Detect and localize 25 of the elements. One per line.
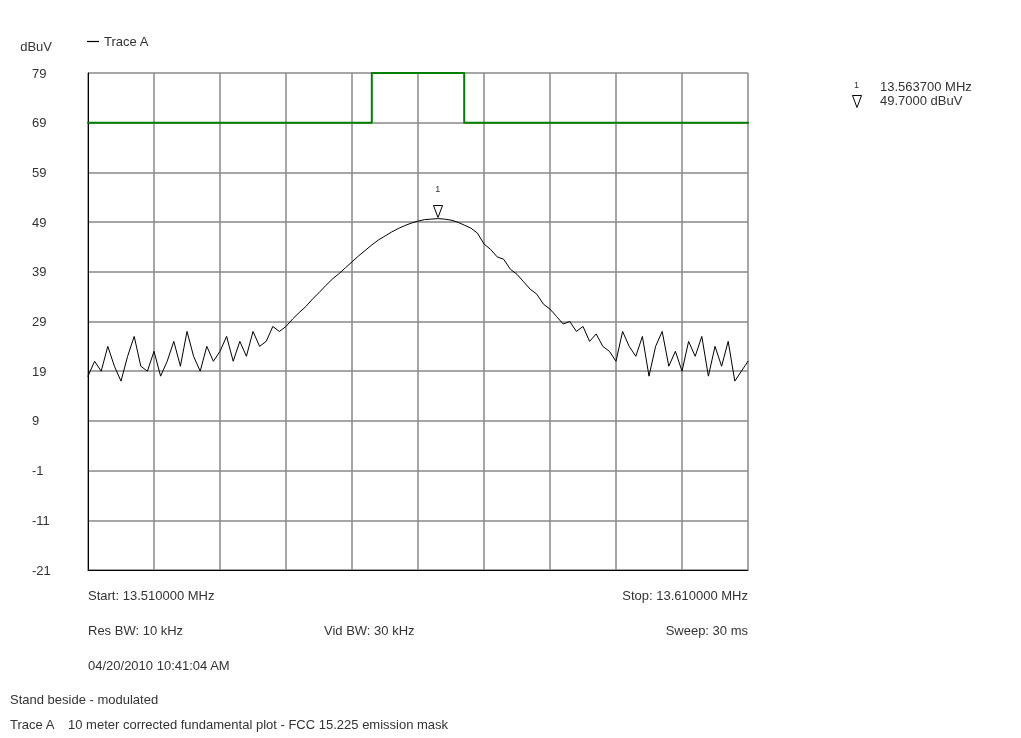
- text: Res BW: 10 kHz: [88, 623, 184, 638]
- y-tick-label: 79: [32, 65, 47, 81]
- y-axis-title: dBuV: [20, 39, 53, 54]
- text: 13.563700 MHz: [880, 79, 972, 94]
- annotation: 1: [434, 183, 442, 194]
- text: Vid BW: 30 kHz: [324, 623, 415, 638]
- text: Trace A 10 meter corrected fundamental plot - FCC 15.225 emission mask: [10, 717, 449, 732]
- y-tick-label: 69: [32, 115, 47, 131]
- text: 1: [854, 80, 860, 90]
- y-tick-label: 59: [32, 164, 47, 180]
- y-tick-label: -11: [32, 512, 50, 528]
- legend-label: Trace A: [104, 34, 149, 49]
- y-tick-label: 39: [32, 264, 47, 280]
- y-tick-label: 19: [32, 363, 47, 379]
- text: 04/20/2010 10:41:04 AM: [88, 658, 230, 673]
- text: Stop: 13.610000 MHz: [622, 588, 748, 603]
- y-tick-label: -21: [32, 562, 51, 578]
- y-tick-label: 9: [32, 413, 40, 429]
- text: Start: 13.510000 MHz: [88, 588, 215, 603]
- y-tick-label: -1: [32, 463, 44, 479]
- text: 49.7000 dBuV: [880, 93, 963, 108]
- text: Stand beside - modulated: [10, 692, 159, 707]
- text: Sweep: 30 ms: [665, 623, 748, 638]
- y-tick-label: 49: [32, 214, 47, 230]
- y-tick-label: 29: [32, 314, 47, 329]
